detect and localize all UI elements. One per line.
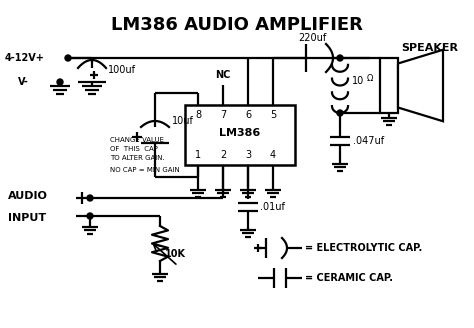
- Text: 5: 5: [270, 110, 276, 120]
- Circle shape: [65, 55, 71, 61]
- Text: 6: 6: [245, 110, 251, 120]
- Text: LM386: LM386: [219, 128, 261, 138]
- Circle shape: [57, 79, 63, 85]
- Circle shape: [87, 195, 93, 201]
- Text: 100uf: 100uf: [108, 65, 136, 75]
- Text: 1: 1: [195, 150, 201, 160]
- Text: OF  THIS  CAP: OF THIS CAP: [110, 146, 158, 152]
- Circle shape: [337, 110, 343, 116]
- Text: 7: 7: [220, 110, 226, 120]
- Text: Ω: Ω: [367, 74, 374, 83]
- Text: 8: 8: [195, 110, 201, 120]
- Polygon shape: [398, 50, 443, 121]
- Text: = ELECTROLYTIC CAP.: = ELECTROLYTIC CAP.: [305, 243, 422, 253]
- Text: NC: NC: [215, 70, 231, 80]
- Bar: [185, 105, 295, 165]
- Text: 10: 10: [352, 76, 364, 86]
- Text: 3: 3: [245, 150, 251, 160]
- Text: .01uf: .01uf: [260, 202, 285, 212]
- Text: 10uf: 10uf: [172, 116, 194, 126]
- Text: 4: 4: [270, 150, 276, 160]
- Text: SPEAKER: SPEAKER: [401, 43, 458, 53]
- Text: .047uf: .047uf: [353, 136, 384, 146]
- Text: TO ALTER GAIN.: TO ALTER GAIN.: [110, 155, 165, 161]
- Text: CHANGE VALUE: CHANGE VALUE: [110, 137, 164, 143]
- Text: V-: V-: [18, 77, 29, 87]
- Text: 10K: 10K: [165, 249, 186, 259]
- Text: AUDIO: AUDIO: [8, 191, 48, 201]
- Circle shape: [337, 55, 343, 61]
- Text: INPUT: INPUT: [8, 213, 46, 223]
- Text: NO CAP = MIN GAIN: NO CAP = MIN GAIN: [110, 167, 180, 173]
- Text: LM386 AUDIO AMPLIFIER: LM386 AUDIO AMPLIFIER: [111, 16, 363, 34]
- Text: 220uf: 220uf: [298, 33, 326, 43]
- Bar: [380, 58, 398, 113]
- Text: 2: 2: [220, 150, 226, 160]
- Text: 4-12V+: 4-12V+: [5, 53, 45, 63]
- Text: = CERAMIC CAP.: = CERAMIC CAP.: [305, 273, 393, 283]
- Circle shape: [87, 213, 93, 219]
